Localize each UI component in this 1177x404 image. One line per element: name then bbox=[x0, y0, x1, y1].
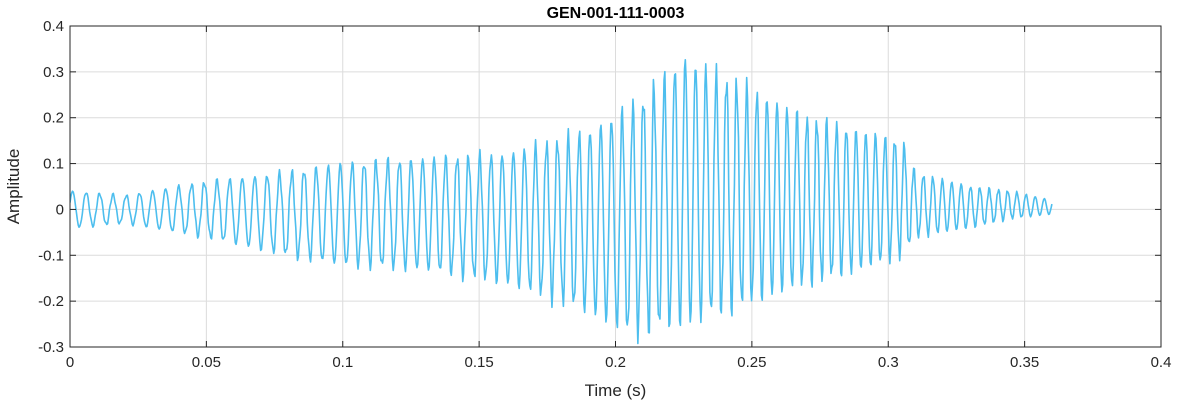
y-axis-label: Amplitude bbox=[4, 149, 23, 225]
chart-title: GEN-001-111-0003 bbox=[547, 5, 685, 22]
x-tick-label: 0.2 bbox=[605, 354, 626, 371]
y-tick-label: -0.1 bbox=[38, 247, 64, 264]
x-tick-label: 0.05 bbox=[192, 354, 221, 371]
x-tick-label: 0.25 bbox=[737, 354, 766, 371]
x-tick-label: 0 bbox=[66, 354, 74, 371]
y-tick-label: 0.3 bbox=[43, 64, 64, 81]
y-tick-label: 0.2 bbox=[43, 110, 64, 127]
y-tick-labels: -0.3 -0.2 -0.1 0 0.1 0.2 0.3 0.4 bbox=[38, 18, 64, 356]
ticks bbox=[69, 25, 1162, 348]
y-tick-label: 0.1 bbox=[43, 156, 64, 173]
plot-area[interactable] bbox=[70, 58, 1053, 345]
x-tick-labels: 0 0.05 0.1 0.15 0.2 0.25 0.3 0.35 0.4 bbox=[66, 354, 1172, 371]
x-axis-label: Time (s) bbox=[585, 381, 647, 400]
x-tick-label: 0.1 bbox=[332, 354, 353, 371]
y-tick-label: 0.4 bbox=[43, 18, 64, 35]
signal-line bbox=[70, 58, 1053, 345]
x-tick-label: 0.35 bbox=[1010, 354, 1039, 371]
y-tick-label: -0.3 bbox=[38, 339, 64, 356]
x-tick-label: 0.4 bbox=[1151, 354, 1172, 371]
x-tick-label: 0.3 bbox=[878, 354, 899, 371]
x-tick-label: 0.15 bbox=[465, 354, 494, 371]
y-tick-label: -0.2 bbox=[38, 293, 64, 310]
y-tick-label: 0 bbox=[56, 201, 64, 218]
